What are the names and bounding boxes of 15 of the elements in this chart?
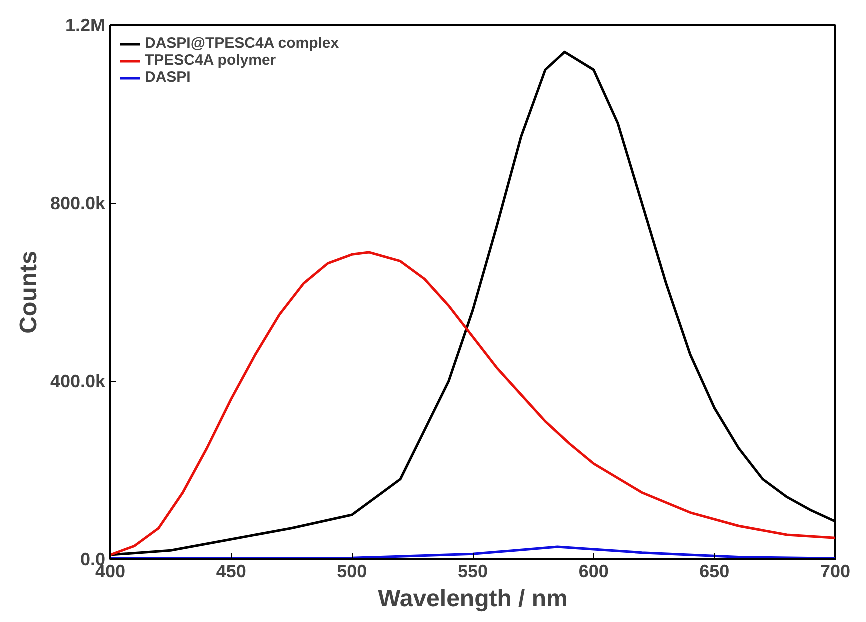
y-axis-title: Counts <box>15 251 42 334</box>
x-tick-label: 450 <box>216 562 246 582</box>
y-tick-label: 1.2M <box>65 16 106 36</box>
x-axis-title: Wavelength / nm <box>378 586 568 612</box>
y-tick-label: 800.0k <box>50 194 106 214</box>
x-tick-label: 500 <box>337 562 368 582</box>
x-tick-label: 550 <box>458 562 488 582</box>
legend-label: TPESC4A polymer <box>145 52 276 69</box>
legend-label: DASPI@TPESC4A complex <box>145 35 340 52</box>
x-tick-label: 700 <box>820 562 851 582</box>
line-series <box>110 251 836 556</box>
legend-label: DASPI <box>145 69 191 86</box>
x-tick-label: 600 <box>578 562 609 582</box>
x-tick-label: 650 <box>700 562 730 582</box>
y-tick-label: 400.0k <box>50 372 106 392</box>
